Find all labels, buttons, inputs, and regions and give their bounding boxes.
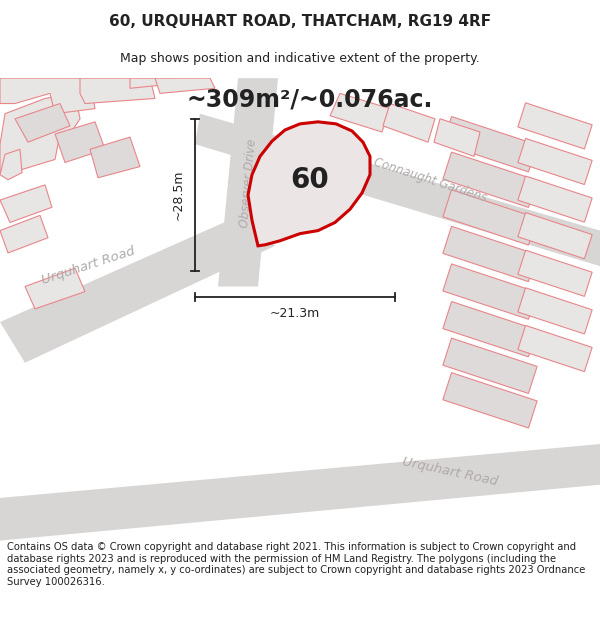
Text: Urquhart Road: Urquhart Road: [401, 455, 499, 488]
Polygon shape: [25, 268, 85, 309]
Text: 60, URQUHART ROAD, THATCHAM, RG19 4RF: 60, URQUHART ROAD, THATCHAM, RG19 4RF: [109, 14, 491, 29]
Polygon shape: [518, 103, 592, 149]
Polygon shape: [443, 372, 537, 428]
Polygon shape: [518, 138, 592, 184]
Polygon shape: [0, 149, 22, 180]
Polygon shape: [0, 444, 600, 541]
Polygon shape: [0, 216, 275, 362]
Polygon shape: [518, 250, 592, 296]
Polygon shape: [0, 93, 80, 175]
Polygon shape: [155, 78, 215, 93]
Text: ~28.5m: ~28.5m: [172, 170, 185, 220]
Polygon shape: [518, 326, 592, 372]
Polygon shape: [218, 78, 278, 286]
Text: Connaught Gardens: Connaught Gardens: [372, 156, 488, 204]
Polygon shape: [0, 185, 52, 222]
Polygon shape: [195, 114, 600, 266]
Polygon shape: [80, 78, 155, 104]
Polygon shape: [443, 152, 537, 208]
Text: Map shows position and indicative extent of the property.: Map shows position and indicative extent…: [120, 52, 480, 65]
Polygon shape: [518, 176, 592, 222]
Polygon shape: [518, 288, 592, 334]
Polygon shape: [90, 137, 140, 178]
Polygon shape: [55, 122, 105, 162]
Polygon shape: [518, 213, 592, 259]
Text: Observer Drive: Observer Drive: [238, 138, 259, 228]
Text: ~309m²/~0.076ac.: ~309m²/~0.076ac.: [187, 88, 433, 112]
Polygon shape: [443, 226, 537, 282]
Polygon shape: [383, 104, 435, 142]
Polygon shape: [443, 264, 537, 319]
Polygon shape: [434, 119, 480, 156]
Text: 60: 60: [290, 166, 329, 194]
Polygon shape: [443, 301, 537, 357]
Polygon shape: [330, 93, 390, 132]
Polygon shape: [443, 116, 537, 172]
Text: ~21.3m: ~21.3m: [270, 307, 320, 320]
Polygon shape: [0, 216, 48, 253]
Text: Contains OS data © Crown copyright and database right 2021. This information is : Contains OS data © Crown copyright and d…: [7, 542, 586, 587]
Polygon shape: [15, 104, 70, 142]
Polygon shape: [0, 78, 95, 114]
Polygon shape: [443, 190, 537, 245]
Polygon shape: [130, 78, 180, 88]
Polygon shape: [248, 122, 370, 246]
Polygon shape: [443, 338, 537, 394]
Text: Urquhart Road: Urquhart Road: [40, 245, 136, 288]
